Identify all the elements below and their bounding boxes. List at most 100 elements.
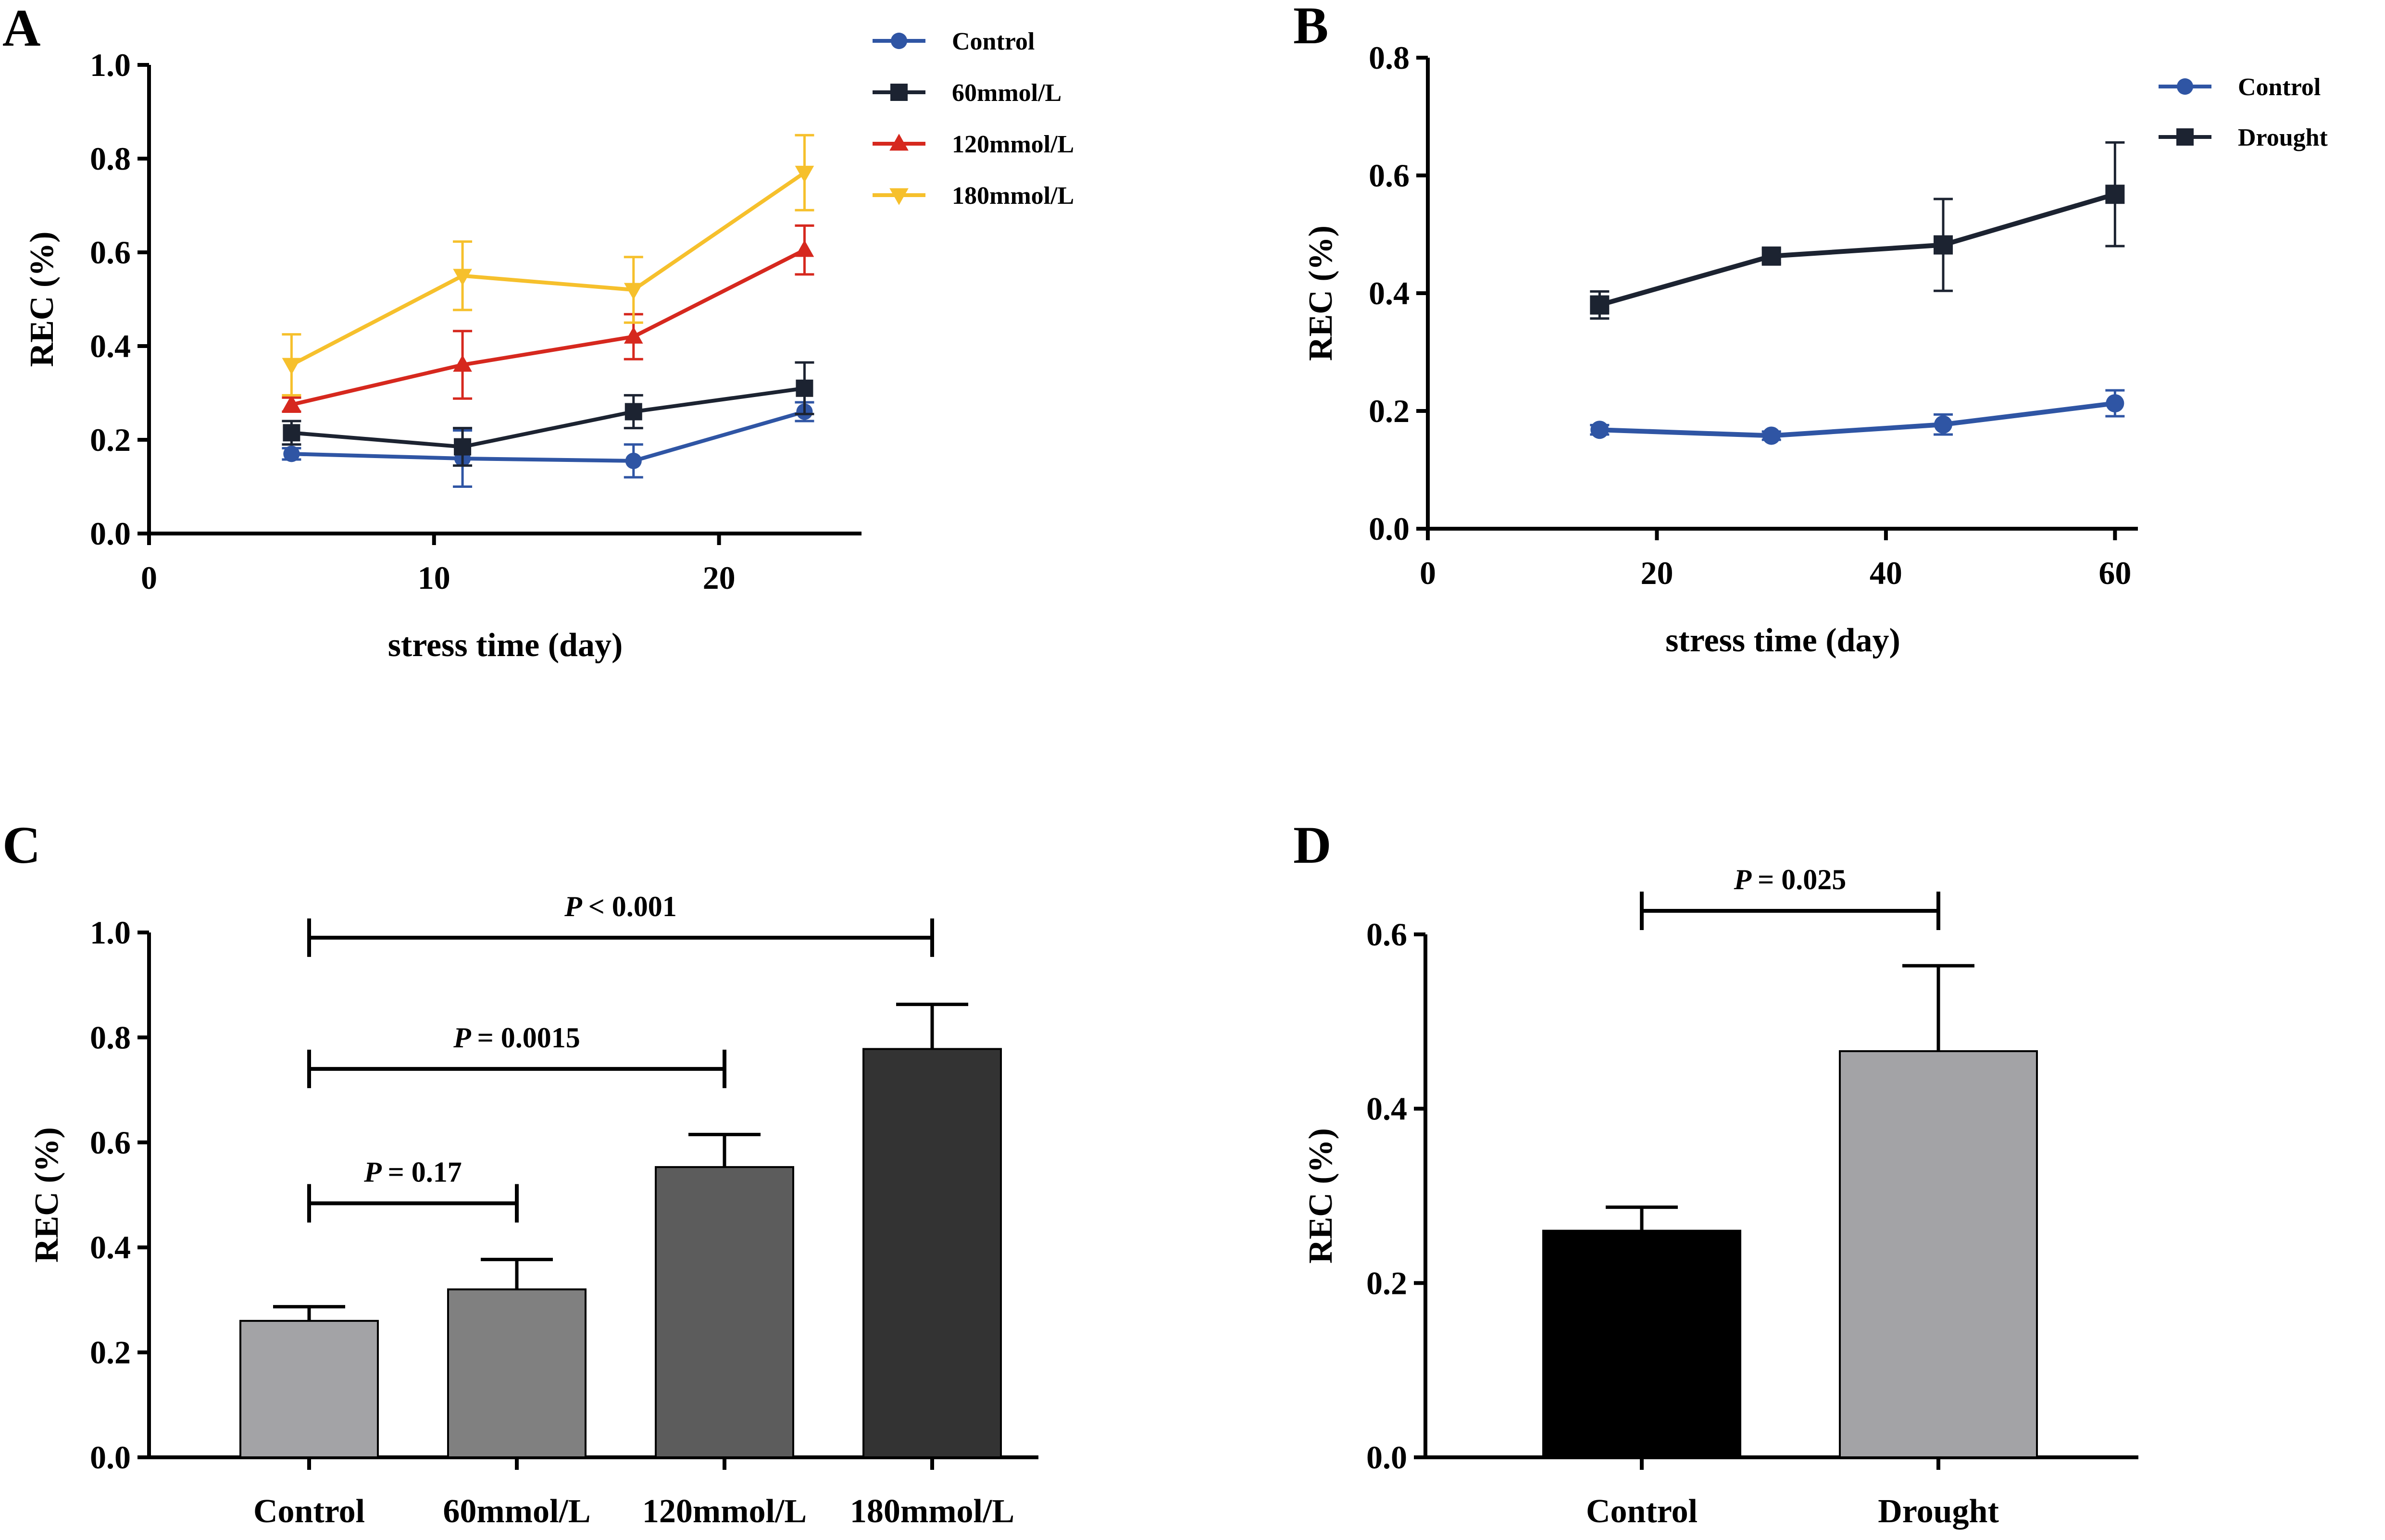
bar <box>1542 1230 1741 1459</box>
y-axis-title: REC (%) <box>28 1127 65 1263</box>
bar <box>239 1320 379 1459</box>
series-Drought <box>1590 141 2125 320</box>
y-tick-label: 0.4 <box>1369 275 1410 311</box>
y-tick-label: 0.8 <box>1369 39 1410 76</box>
series-line <box>290 171 806 367</box>
y-tick-label: 0.6 <box>90 1124 131 1161</box>
y-tick-label: 0.2 <box>90 1334 131 1371</box>
data-point <box>2105 185 2125 204</box>
legend-label: Control <box>952 28 1035 55</box>
legend-marker <box>2176 78 2194 95</box>
y-tick-label: 0.0 <box>1369 510 1410 547</box>
x-tick-label: 40 <box>1870 555 1902 591</box>
panel-c-label: C <box>2 816 40 874</box>
panel-c-bar-chart: 0.0 0.2 0.4 0.6 0.8 1.0 REC (%) Control 60mmol/L… <box>28 891 1038 1530</box>
data-point <box>795 165 814 183</box>
p-value-label: P = 0.0015 <box>453 1022 580 1054</box>
x-category-label: Control <box>253 1493 365 1530</box>
series-line <box>1599 401 2115 438</box>
data-point <box>282 358 301 375</box>
p-value: = 0.0015 <box>477 1022 580 1054</box>
y-tick-label: 0.4 <box>90 1229 131 1266</box>
y-tick-label: 0.0 <box>90 515 131 552</box>
series-120mmol/L <box>282 224 814 413</box>
series-Control <box>282 401 814 488</box>
x-category-label: 60mmol/L <box>443 1493 590 1530</box>
legend-label: Drought <box>2238 124 2328 151</box>
panel-b-label: B <box>1293 0 1328 55</box>
x-tick-label: 60 <box>2098 555 2131 591</box>
y-tick-label: 0.4 <box>1366 1091 1407 1127</box>
panel-b-line-chart: 0.0 0.2 0.4 0.6 0.8 REC (%) 0 20 40 60 stress time… <box>1302 39 2328 659</box>
y-tick-label: 1.0 <box>90 47 131 83</box>
x-tick-label: 0 <box>141 559 157 596</box>
y-tick-label: 0.8 <box>90 140 131 177</box>
p-value-label: P < 0.001 <box>564 891 677 922</box>
data-point <box>624 283 643 300</box>
panel-a-line-chart: 0.0 0.2 0.4 0.6 0.8 1.0 REC (%) 0 10 20 stress tim… <box>24 28 1074 664</box>
legend-marker <box>890 32 908 50</box>
series-line <box>291 248 806 407</box>
series-Control <box>1590 389 2125 445</box>
series-60mmol/L <box>282 361 814 467</box>
data-point <box>624 403 642 421</box>
p-symbol: P <box>453 1022 477 1054</box>
bar <box>655 1166 794 1458</box>
p-value-label: P = 0.17 <box>363 1156 462 1188</box>
p-value: = 0.17 <box>388 1156 462 1188</box>
data-point <box>453 269 472 286</box>
x-tick-label: 0 <box>1420 555 1436 591</box>
y-tick-label: 0.2 <box>1366 1265 1407 1301</box>
significance-bracket: P = 0.025 <box>1640 864 1940 931</box>
p-symbol: P <box>564 891 588 922</box>
panel-a-label: A <box>2 0 40 57</box>
data-point <box>1590 421 1609 439</box>
data-point <box>1934 415 1953 434</box>
significance-bracket: P = 0.17 <box>307 1156 519 1223</box>
legend-label: 60mmol/L <box>952 79 1061 107</box>
legend-label: 120mmol/L <box>952 131 1074 158</box>
series-line <box>291 386 805 449</box>
bar <box>447 1288 587 1459</box>
y-tick-label: 0.8 <box>90 1019 131 1056</box>
y-tick-label: 0.2 <box>90 422 131 458</box>
y-axis-title: REC (%) <box>1302 1128 1339 1264</box>
data-point <box>1762 426 1781 445</box>
data-point <box>1934 235 1953 255</box>
data-point <box>2106 394 2124 413</box>
data-point <box>283 446 300 462</box>
data-point <box>453 355 472 372</box>
data-point <box>1761 246 1781 266</box>
legend-marker <box>890 84 908 101</box>
data-point <box>795 240 814 257</box>
p-value: < 0.001 <box>588 891 677 922</box>
y-axis-title: REC (%) <box>1302 225 1339 361</box>
y-tick-label: 0.4 <box>90 328 131 364</box>
y-tick-label: 0.2 <box>1369 393 1410 429</box>
y-tick-label: 0.6 <box>90 234 131 271</box>
y-tick-label: 0.6 <box>1369 157 1410 194</box>
series-line <box>1598 192 2116 308</box>
bar <box>862 1048 1002 1459</box>
p-value: = 0.025 <box>1758 864 1846 895</box>
legend-marker <box>889 134 909 151</box>
data-point <box>454 438 472 456</box>
x-tick-label: 20 <box>703 559 736 596</box>
y-tick-label: 0.0 <box>1366 1439 1407 1476</box>
y-tick-label: 0.6 <box>1366 916 1407 953</box>
significance-bracket: P < 0.001 <box>307 891 934 957</box>
bar <box>1839 1050 2038 1458</box>
x-category-label: 180mmol/L <box>850 1493 1014 1530</box>
x-tick-label: 10 <box>418 559 450 596</box>
legend-marker <box>889 188 909 205</box>
legend-marker <box>2176 128 2194 146</box>
series-180mmol/L <box>282 134 814 397</box>
data-point <box>1590 295 1610 315</box>
x-category-label: Drought <box>1878 1493 1999 1530</box>
x-category-label: 120mmol/L <box>642 1493 807 1530</box>
significance-bracket: P = 0.0015 <box>307 1022 726 1088</box>
x-axis-title: stress time (day) <box>388 627 623 664</box>
y-tick-label: 0.0 <box>90 1439 131 1476</box>
p-symbol: P <box>363 1156 387 1188</box>
